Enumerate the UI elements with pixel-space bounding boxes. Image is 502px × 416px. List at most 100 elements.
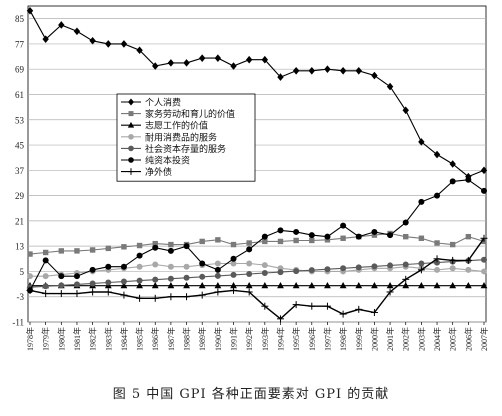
data-point	[245, 288, 253, 296]
data-point	[73, 281, 80, 288]
data-point	[433, 255, 441, 263]
data-point	[324, 65, 331, 73]
data-point	[371, 228, 378, 235]
data-point	[308, 232, 315, 239]
point-marker	[89, 280, 96, 287]
point-marker	[402, 282, 410, 289]
point-marker	[324, 237, 331, 243]
point-marker	[340, 222, 347, 229]
point-marker	[292, 282, 300, 289]
x-tick-label: 1999年	[354, 327, 364, 351]
point-marker	[449, 178, 456, 185]
data-point	[417, 282, 425, 289]
point-marker	[387, 262, 394, 269]
y-tick-label: 13	[15, 242, 25, 252]
y-tick-label: -11	[12, 318, 24, 328]
data-point	[89, 288, 97, 296]
point-marker	[89, 247, 96, 253]
point-marker	[105, 263, 112, 270]
x-tick-label: 1991年	[229, 327, 239, 351]
point-marker	[214, 260, 221, 267]
point-marker	[340, 265, 347, 272]
point-marker	[152, 261, 159, 268]
data-point	[277, 73, 284, 81]
data-point	[261, 302, 269, 310]
point-marker	[105, 40, 112, 48]
data-point	[339, 310, 347, 318]
data-point	[58, 21, 65, 29]
legend: 个人消费家务劳动和育儿的价值志愿工作的价值耐用消费品的服务社会资本存量的服务纯资…	[116, 93, 256, 182]
data-point	[183, 282, 190, 289]
x-tick-label: 1985年	[135, 327, 145, 351]
data-point	[230, 271, 237, 278]
point-marker	[167, 275, 174, 282]
point-marker	[433, 282, 441, 289]
data-point	[151, 282, 159, 289]
data-point	[183, 274, 190, 281]
point-marker	[480, 166, 488, 175]
chart-svg: -11 -3 5 13 21 29 37 45 53 61 69 77 85 1978年 1979年 1980…	[12, 5, 489, 351]
data-point	[277, 238, 284, 245]
point-marker	[42, 249, 49, 256]
data-point	[261, 233, 268, 240]
y-tick-label: 61	[15, 90, 24, 100]
point-marker	[355, 233, 362, 240]
data-point	[105, 40, 112, 48]
point-marker	[246, 246, 253, 253]
legend-label: 社会资本存量的服务	[145, 143, 226, 155]
point-marker	[230, 255, 237, 262]
data-point	[151, 294, 159, 302]
data-point	[42, 35, 49, 43]
data-point	[58, 282, 65, 289]
data-point	[120, 40, 128, 48]
point-marker	[199, 260, 206, 267]
data-point	[230, 241, 237, 248]
point-marker	[152, 240, 158, 247]
data-point	[136, 282, 143, 289]
point-marker	[403, 233, 409, 240]
y-tick-label: 53	[15, 115, 25, 125]
data-point	[214, 54, 222, 62]
data-point	[371, 282, 378, 289]
data-point	[261, 262, 268, 269]
data-point	[386, 288, 394, 296]
point-marker	[481, 187, 487, 194]
data-point	[89, 247, 96, 253]
x-tick-label: 2002年	[401, 327, 411, 351]
data-point	[215, 237, 221, 243]
legend-label: 志愿工作的价值	[145, 120, 208, 132]
point-marker	[74, 248, 80, 254]
point-marker	[120, 263, 127, 270]
y-tick-label: 69	[15, 65, 25, 75]
point-marker	[309, 237, 315, 244]
point-marker	[465, 266, 472, 273]
point-marker	[199, 238, 205, 245]
point-marker	[167, 263, 174, 270]
point-marker	[277, 282, 284, 289]
point-marker	[481, 256, 487, 263]
data-point	[214, 288, 222, 296]
data-point	[246, 246, 253, 253]
data-point	[42, 283, 49, 290]
data-point	[183, 59, 190, 67]
data-point	[308, 66, 315, 75]
point-marker	[449, 282, 457, 289]
data-point	[434, 259, 441, 266]
point-marker	[214, 54, 222, 62]
data-point	[292, 66, 300, 75]
point-marker	[418, 138, 425, 146]
point-marker	[355, 282, 363, 289]
point-marker	[371, 71, 378, 80]
data-point	[449, 160, 456, 168]
data-point	[121, 244, 127, 250]
data-point	[402, 282, 410, 289]
point-marker	[371, 282, 378, 289]
data-point	[199, 238, 205, 245]
point-marker	[120, 282, 128, 289]
data-point	[167, 282, 175, 289]
legend-box	[116, 93, 256, 182]
x-tick-label: 1983年	[103, 327, 113, 351]
legend-item: 耐用消费品的服务	[121, 131, 217, 143]
data-point	[167, 59, 175, 67]
data-point	[42, 249, 49, 256]
